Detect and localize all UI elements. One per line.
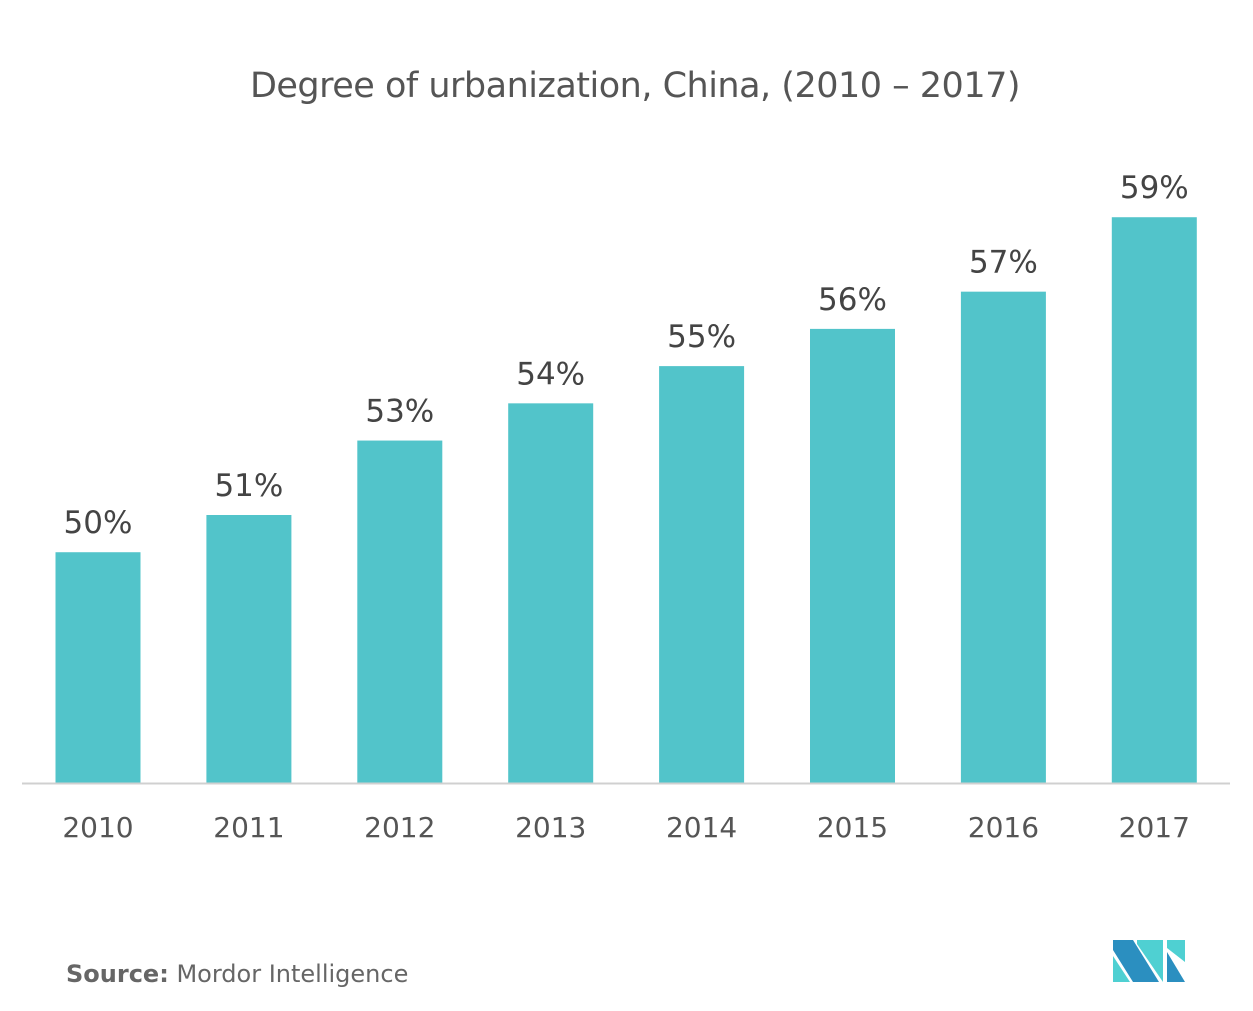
bar-2010 bbox=[55, 552, 141, 783]
bar-2017 bbox=[1111, 217, 1197, 783]
logo-right-blue bbox=[1167, 952, 1185, 982]
data-label: 56% bbox=[818, 282, 887, 318]
source-text: Mordor Intelligence bbox=[176, 960, 409, 988]
bar-2014 bbox=[659, 366, 745, 783]
source-note: Source: Mordor Intelligence bbox=[66, 960, 408, 988]
data-label: 51% bbox=[214, 468, 283, 504]
logo-left-blue bbox=[1113, 940, 1159, 982]
source-label: Source: bbox=[66, 960, 169, 988]
x-tick-label: 2017 bbox=[1119, 811, 1190, 844]
x-tick-label: 2016 bbox=[968, 811, 1039, 844]
logo-left-teal bbox=[1113, 956, 1130, 982]
bar-2012 bbox=[357, 440, 443, 783]
data-label: 57% bbox=[969, 245, 1038, 281]
data-label: 53% bbox=[365, 394, 434, 430]
x-tick-label: 2012 bbox=[364, 811, 435, 844]
data-label: 59% bbox=[1120, 170, 1189, 206]
x-tick-label: 2015 bbox=[817, 811, 888, 844]
x-tick-label: 2010 bbox=[62, 811, 133, 844]
bar-2015 bbox=[810, 328, 895, 783]
data-label: 50% bbox=[64, 505, 133, 541]
data-label: 54% bbox=[516, 356, 585, 392]
x-tick-label: 2011 bbox=[213, 811, 284, 844]
x-tick-label: 2014 bbox=[666, 811, 737, 844]
bar-2013 bbox=[508, 403, 594, 783]
chart-title: Degree of urbanization, China, (2010 – 2… bbox=[249, 66, 1021, 106]
logo-mid-teal bbox=[1137, 940, 1163, 982]
logo-right-teal bbox=[1167, 940, 1185, 962]
data-label: 55% bbox=[667, 319, 736, 355]
bar-2011 bbox=[206, 515, 292, 783]
bar-2016 bbox=[960, 291, 1046, 783]
bar-chart: 50% 2010 51% 2011 53% 2012 54% 2013 55% 2014 56% 20… bbox=[22, 170, 1230, 844]
x-tick-label: 2013 bbox=[515, 811, 586, 844]
